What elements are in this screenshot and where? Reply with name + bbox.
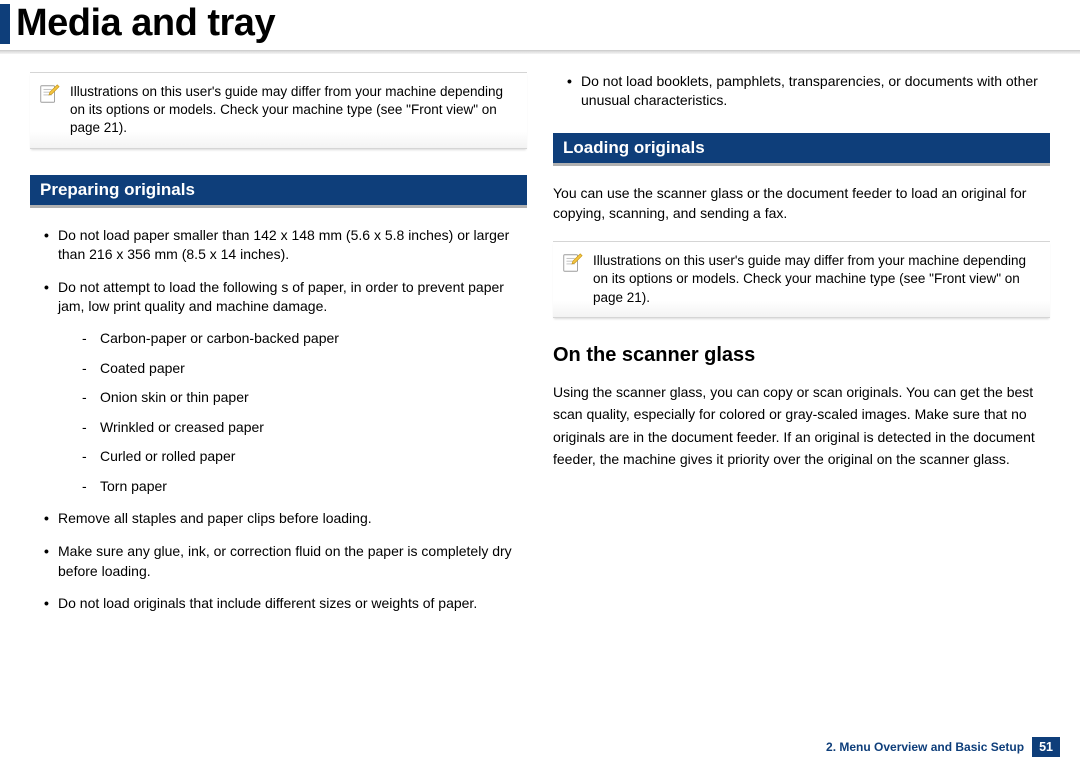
sub-list-item: Wrinkled or creased paper xyxy=(82,418,527,438)
sub-list-item: Onion skin or thin paper xyxy=(82,388,527,408)
left-column: Illustrations on this user's guide may d… xyxy=(30,72,527,627)
sub-list-item: Torn paper xyxy=(82,477,527,497)
footer-chapter: 2. Menu Overview and Basic Setup xyxy=(826,740,1024,754)
note-icon xyxy=(561,252,583,274)
right-column: Do not load booklets, pamphlets, transpa… xyxy=(553,72,1050,627)
list-item-text: Do not attempt to load the following s o… xyxy=(58,279,504,315)
list-item: Do not load originals that include diffe… xyxy=(44,594,527,614)
section-heading-preparing: Preparing originals xyxy=(30,175,527,208)
sub-list-item: Carbon-paper or carbon-backed paper xyxy=(82,329,527,349)
sub-list: Carbon-paper or carbon-backed paper Coat… xyxy=(58,329,527,497)
sub-list-item: Curled or rolled paper xyxy=(82,447,527,467)
section-heading-loading: Loading originals xyxy=(553,133,1050,166)
note-box: Illustrations on this user's guide may d… xyxy=(553,241,1050,318)
preparing-bullets: Do not load paper smaller than 142 x 148… xyxy=(30,226,527,614)
sub-heading-scanner-glass: On the scanner glass xyxy=(553,344,1050,367)
page-title: Media and tray xyxy=(16,4,1080,44)
page-footer: 2. Menu Overview and Basic Setup 51 xyxy=(826,737,1060,757)
list-item: Do not load booklets, pamphlets, transpa… xyxy=(567,72,1050,111)
note-box: Illustrations on this user's guide may d… xyxy=(30,72,527,149)
list-item: Remove all staples and paper clips befor… xyxy=(44,509,527,529)
loading-intro: You can use the scanner glass or the doc… xyxy=(553,184,1050,223)
content-columns: Illustrations on this user's guide may d… xyxy=(0,72,1080,627)
note-text: Illustrations on this user's guide may d… xyxy=(70,83,519,138)
right-top-bullets: Do not load booklets, pamphlets, transpa… xyxy=(553,72,1050,111)
list-item: Do not load paper smaller than 142 x 148… xyxy=(44,226,527,265)
note-text: Illustrations on this user's guide may d… xyxy=(593,252,1042,307)
scanner-glass-text: Using the scanner glass, you can copy or… xyxy=(553,381,1050,471)
sub-list-item: Coated paper xyxy=(82,359,527,379)
note-icon xyxy=(38,83,60,105)
list-item: Do not attempt to load the following s o… xyxy=(44,278,527,497)
page-title-bar: Media and tray xyxy=(0,4,1080,44)
list-item: Make sure any glue, ink, or correction f… xyxy=(44,542,527,581)
page-number: 51 xyxy=(1032,737,1060,757)
title-divider xyxy=(0,50,1080,54)
